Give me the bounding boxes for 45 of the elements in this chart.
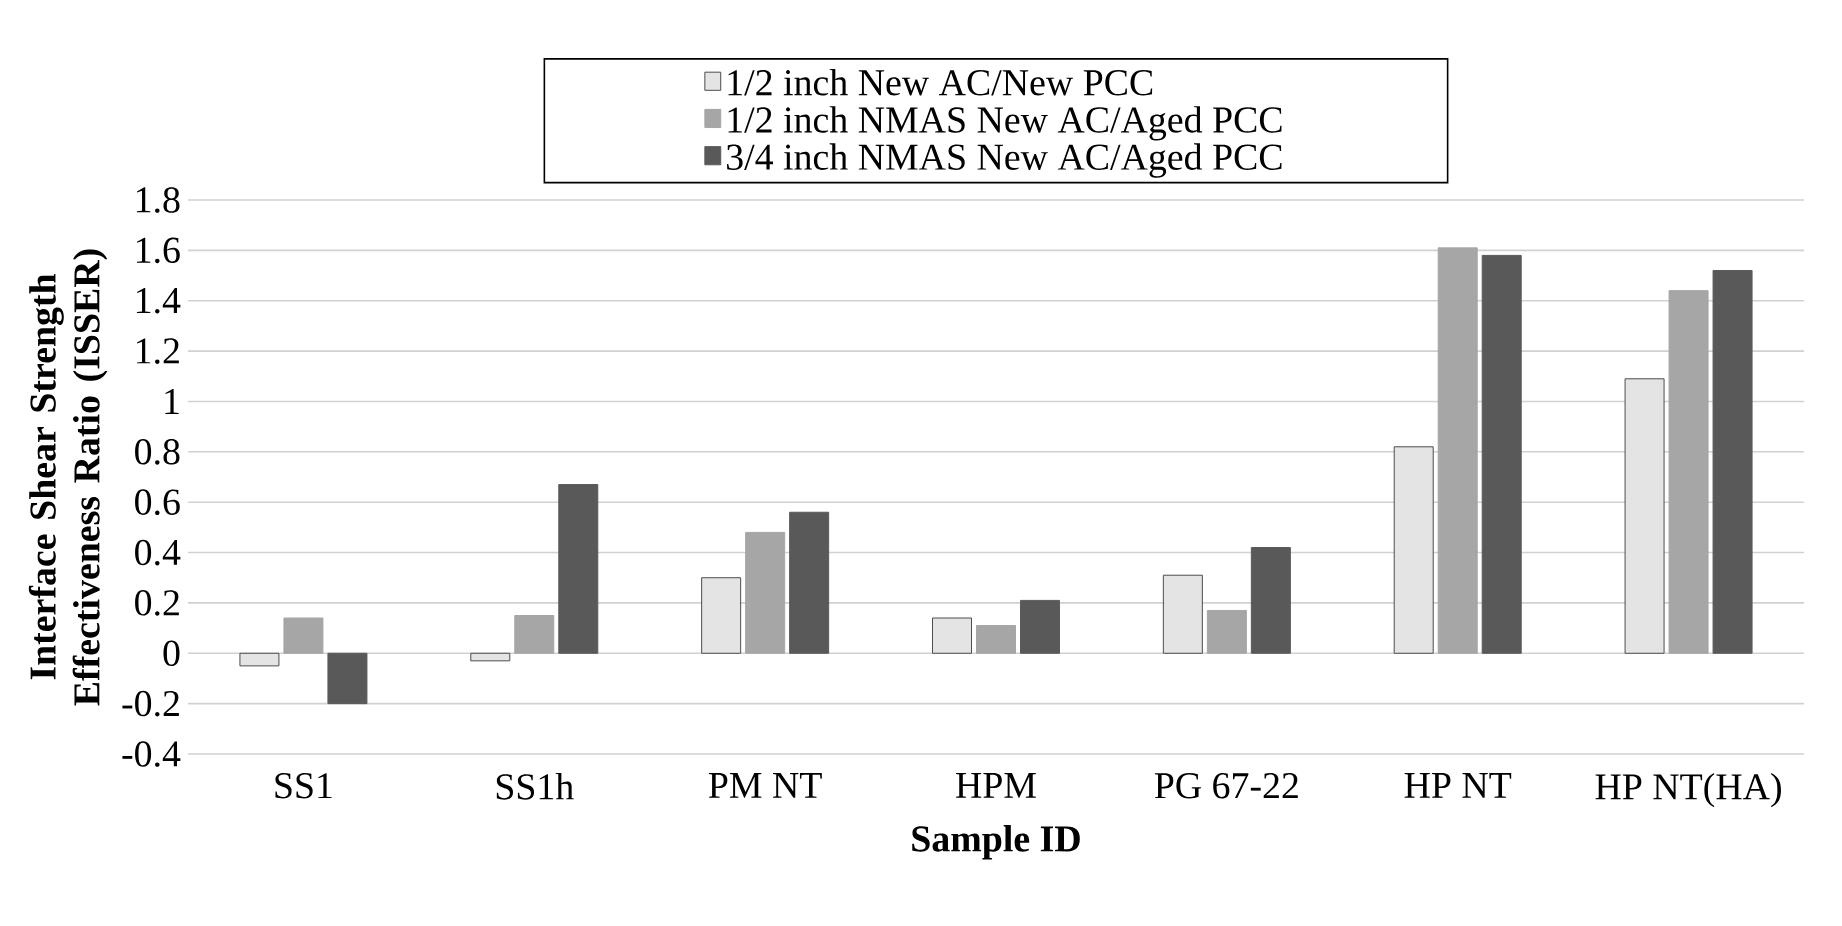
y-axis-title: Interface Shear Strength Effectiveness Ratio (ISSER) xyxy=(28,249,108,706)
bar xyxy=(932,617,972,654)
y-tick-label: -0.4 xyxy=(122,741,181,767)
bar xyxy=(514,615,555,654)
y-tick-label: 1.4 xyxy=(136,287,181,314)
bar xyxy=(1206,609,1247,654)
y-tick-label: 0.8 xyxy=(135,438,180,465)
y-tick-label: 0.6 xyxy=(135,489,180,516)
x-tick-label: HP NT(HA) xyxy=(1595,773,1781,808)
y-tick-label: -0.2 xyxy=(122,690,179,717)
y-tick-label: 1 xyxy=(165,388,179,414)
y-tick-label: 1.2 xyxy=(136,338,179,364)
bar xyxy=(789,511,830,654)
y-tick-label: 0.4 xyxy=(135,539,181,566)
bar xyxy=(1668,290,1709,654)
bar xyxy=(1393,446,1434,654)
x-axis-title: Sample ID xyxy=(912,825,1080,860)
y-tick-label: 0.2 xyxy=(135,590,179,616)
bar xyxy=(1250,547,1291,654)
bar xyxy=(283,617,324,654)
bar xyxy=(701,577,742,654)
bar xyxy=(1020,599,1060,654)
y-tick-label: 1.6 xyxy=(136,237,180,264)
bar xyxy=(745,531,786,654)
bar xyxy=(470,652,511,662)
bar xyxy=(976,625,1016,654)
legend-label: 1/2 inch NMAS New AC/Aged PCC xyxy=(728,106,1282,141)
bar xyxy=(239,652,280,667)
bar xyxy=(1712,270,1753,654)
x-tick-label: PM NT xyxy=(708,773,822,798)
y-tick-label: 1.8 xyxy=(136,187,180,213)
bar xyxy=(1481,254,1522,654)
legend-label: 1/2 inch New AC/New PCC xyxy=(728,68,1153,96)
x-tick-label: SS1h xyxy=(496,773,574,800)
bar xyxy=(558,484,599,654)
x-tick-label: PG 67-22 xyxy=(1154,773,1298,799)
bar xyxy=(1162,574,1203,654)
x-tick-label: HPM xyxy=(956,773,1036,798)
legend-label: 3/4 inch NMAS New AC/Aged PCC xyxy=(727,143,1282,178)
bar xyxy=(327,652,368,705)
y-tick-label: 0 xyxy=(163,640,180,667)
x-tick-label: HP NT xyxy=(1404,773,1512,798)
bar xyxy=(1624,378,1665,654)
x-tick-label: SS1 xyxy=(275,773,332,799)
bar xyxy=(1437,247,1478,654)
